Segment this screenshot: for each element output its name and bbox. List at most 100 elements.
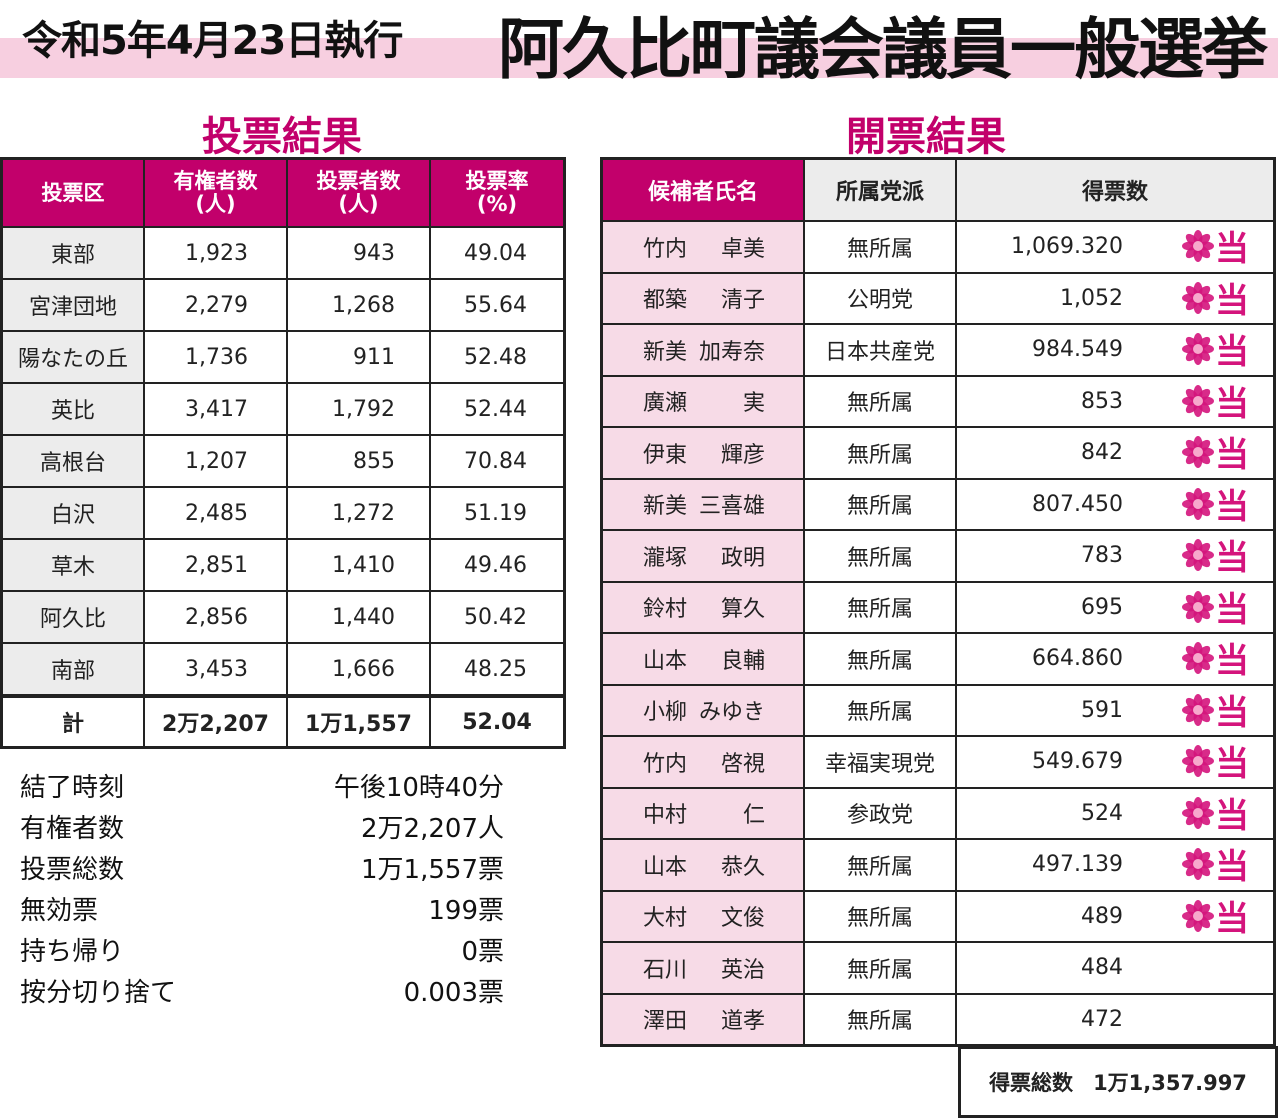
summary-label: 投票総数: [20, 855, 125, 885]
eligible-count: 2,485: [143, 486, 288, 540]
candidate-given-name: 文俊: [720, 906, 765, 932]
candidate-surname: 山本: [643, 648, 688, 674]
summary-value: 199票: [428, 896, 504, 926]
header-rate-label: 投票率: [465, 169, 529, 193]
flower-icon: [1181, 847, 1215, 887]
candidate-surname: 小柳: [643, 700, 688, 726]
candidate-party: 参政党: [803, 786, 957, 840]
summary-row: 按分切り捨て 0.003票: [20, 973, 504, 1014]
summary-label: 按分切り捨て: [20, 978, 177, 1008]
candidate-votes-cell: 489 当: [955, 889, 1276, 943]
candidate-given-name: 算久: [720, 597, 765, 623]
elected-mark: 当: [1181, 332, 1249, 372]
candidate-surname: 中村: [643, 803, 688, 829]
candidate-votes: 984.549: [1032, 337, 1123, 363]
candidate-party: 無所属: [803, 529, 957, 583]
district-row: 英比 3,417 1,792 52.44: [0, 382, 566, 436]
title-band: [0, 38, 1278, 78]
flower-icon: [1181, 538, 1215, 578]
candidate-given-name: 加寿奈: [698, 339, 765, 365]
district-name: 南部: [0, 642, 145, 697]
summary-label: 結了時刻: [20, 773, 125, 803]
candidate-row: 都築 清子 公明党 1,052 当: [600, 271, 1276, 325]
candidate-given-name: 啓視: [720, 751, 765, 777]
candidate-name: 中村 仁: [600, 786, 805, 840]
page-title: 阿久比町議会議員一般選挙: [498, 11, 1268, 88]
candidate-party: 無所属: [803, 426, 957, 480]
candidate-votes: 524: [1081, 800, 1123, 826]
candidate-name: 新美 三喜雄: [600, 477, 805, 531]
candidate-party: 幸福実現党: [803, 735, 957, 789]
district-name: 阿久比: [0, 590, 145, 644]
candidate-votes-cell: 664.860 当: [955, 632, 1276, 686]
elected-label: 当: [1215, 280, 1249, 321]
candidate-votes: 1,069.320: [1011, 234, 1123, 260]
candidate-votes-cell: 853 当: [955, 374, 1276, 428]
candidate-name: 鈴村 算久: [600, 580, 805, 634]
turnout-rate: 52.48: [429, 330, 566, 384]
candidate-surname: 山本: [643, 854, 688, 880]
candidate-votes: 484: [1081, 955, 1123, 981]
candidate-row: 新美 加寿奈 日本共産党 984.549 当: [600, 323, 1276, 377]
candidate-surname: 澤田: [643, 1009, 688, 1035]
elected-mark: 当: [1181, 796, 1249, 836]
elected-label: 当: [1215, 383, 1249, 424]
flower-icon: [1181, 796, 1215, 836]
candidate-votes: 842: [1081, 440, 1123, 466]
count-summary: 結了時刻 午後10時40分 有権者数 2万2,207人 投票総数 1万1,557票 無効票 1…: [20, 768, 504, 1014]
header-party: 所属党派: [803, 157, 957, 222]
flower-icon: [1181, 641, 1215, 681]
summary-label: 有権者数: [20, 814, 125, 844]
election-date: 令和5年4月23日執行: [22, 18, 403, 64]
voter-count: 1,440: [286, 590, 431, 644]
candidate-given-name: 恭久: [720, 854, 765, 880]
candidate-party: 無所属: [803, 992, 957, 1047]
flower-icon: [1181, 899, 1215, 939]
district-name: 高根台: [0, 434, 145, 488]
district-name: 英比: [0, 382, 145, 436]
candidate-name: 伊東 輝彦: [600, 426, 805, 480]
flower-icon: [1181, 229, 1215, 269]
voter-count: 1,410: [286, 538, 431, 592]
summary-value: 0.003票: [403, 978, 504, 1008]
candidate-row: 新美 三喜雄 無所属 807.450 当: [600, 477, 1276, 531]
turnout-rate: 51.19: [429, 486, 566, 540]
elected-mark: 当: [1181, 590, 1249, 630]
voter-count: 911: [286, 330, 431, 384]
candidate-given-name: 英治: [720, 957, 765, 983]
candidate-votes-cell: 549.679 当: [955, 735, 1276, 789]
candidate-name: 小柳 みゆき: [600, 683, 805, 737]
count-results-table: 候補者氏名 所属党派 得票数 竹内 卓美 無所属 1,069.320 当都築 清子 公明党 1…: [600, 157, 1276, 1047]
candidate-party: 日本共産党: [803, 323, 957, 377]
candidate-votes: 664.860: [1032, 646, 1123, 672]
candidate-given-name: 政明: [720, 545, 765, 571]
candidate-row: 鈴村 算久 無所属 695 当: [600, 580, 1276, 634]
candidate-votes-cell: 1,069.320 当: [955, 220, 1276, 274]
candidate-votes-cell: 783 当: [955, 529, 1276, 583]
candidate-given-name: 三喜雄: [698, 494, 765, 520]
candidate-surname: 新美: [643, 494, 688, 520]
turnout-rate: 49.04: [429, 226, 566, 280]
candidate-votes-cell: 842 当: [955, 426, 1276, 480]
candidate-votes-cell: 472: [955, 992, 1276, 1047]
turnout-rate: 52.44: [429, 382, 566, 436]
elected-label: 当: [1215, 229, 1249, 269]
candidate-votes: 807.450: [1032, 491, 1123, 517]
candidate-row: 伊東 輝彦 無所属 842 当: [600, 426, 1276, 480]
elected-mark: 当: [1181, 229, 1249, 269]
elected-mark: 当: [1181, 641, 1249, 681]
elected-label: 当: [1215, 332, 1249, 372]
flower-icon: [1181, 744, 1215, 784]
candidate-name: 都築 清子: [600, 271, 805, 325]
voting-header-row: 投票区 有権者数 (人) 投票者数 (人) 投票率 (%): [0, 157, 566, 228]
elected-label: 当: [1215, 795, 1249, 836]
elected-label: 当: [1215, 435, 1249, 475]
candidate-row: 小柳 みゆき 無所属 591 当: [600, 683, 1276, 737]
elected-label: 当: [1215, 898, 1249, 939]
candidate-party: 無所属: [803, 838, 957, 892]
eligible-count: 2,856: [143, 590, 288, 644]
candidate-row: 中村 仁 参政党 524 当: [600, 786, 1276, 840]
voter-count: 1,272: [286, 486, 431, 540]
total-rate: 52.04: [429, 694, 566, 749]
candidate-votes-cell: 497.139 当: [955, 838, 1276, 892]
